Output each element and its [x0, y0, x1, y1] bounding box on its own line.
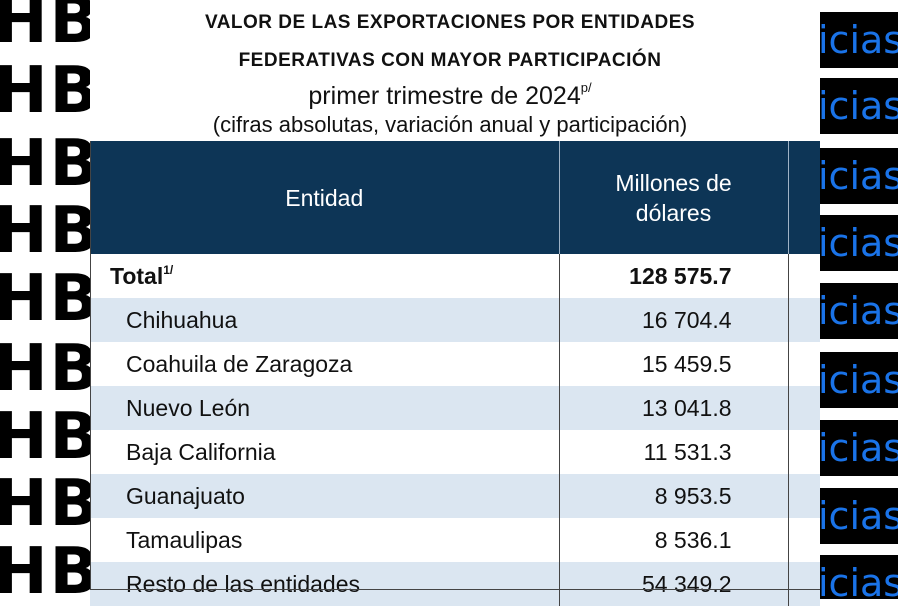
entidad-cell: Baja California — [90, 430, 560, 474]
subtitle: primer trimestre de 2024p/ — [90, 80, 810, 111]
table-row: Baja California 11 531.3 — [90, 430, 820, 474]
watermark-logo: HB — [0, 535, 90, 599]
watermark-logo: HB — [0, 194, 90, 268]
entidad-cell: Resto de las entidades — [90, 562, 560, 606]
table-row-total: Total1/ 128 575.7 — [90, 254, 820, 298]
entidad-cell: Guanajuato — [90, 474, 560, 518]
table-row: Nuevo León 13 041.8 — [90, 386, 820, 430]
entidad-cell: Coahuila de Zaragoza — [90, 342, 560, 386]
extra-cell — [788, 430, 820, 474]
entidad-cell: Tamaulipas — [90, 518, 560, 562]
watermark-logo: HB — [0, 0, 90, 58]
title-line-2: FEDERATIVAS CON MAYOR PARTICIPACIÓN — [238, 50, 662, 71]
header-entidad: Entidad — [90, 141, 560, 254]
subnote: (cifras absolutas, variación anual y par… — [212, 112, 688, 137]
watermark-logo: HB — [0, 400, 90, 474]
value-cell: 15 459.5 — [559, 342, 789, 386]
header-millones-line-1: Millones de — [615, 170, 732, 196]
value-cell: 13 041.8 — [559, 386, 789, 430]
value-cell: 11 531.3 — [559, 430, 789, 474]
watermark-text: icias — [820, 289, 898, 333]
table-row: Coahuila de Zaragoza 15 459.5 — [90, 342, 820, 386]
entidad-cell: Nuevo León — [90, 386, 560, 430]
subtitle-text: primer trimestre de 2024 — [308, 82, 581, 110]
watermark-logo: HB — [0, 127, 90, 201]
watermark-block: icias — [820, 352, 898, 408]
header-millones-line-2: dólares — [635, 200, 712, 226]
table-row: Resto de las entidades 54 349.2 — [90, 562, 820, 606]
exports-table: Entidad Millones de dólares Total1/ 128 … — [90, 141, 820, 606]
watermark-text: icias — [820, 221, 898, 265]
table-row: Guanajuato 8 953.5 — [90, 474, 820, 518]
extra-cell — [788, 298, 820, 342]
header-millones: Millones de dólares — [559, 141, 789, 254]
value-cell: 16 704.4 — [559, 298, 789, 342]
watermark-block: icias — [820, 215, 898, 271]
extra-cell — [788, 562, 820, 606]
watermark-text: icias — [820, 561, 898, 599]
watermark-text: icias — [820, 494, 898, 538]
watermark-block: icias — [820, 12, 898, 68]
entidad-cell: Chihuahua — [90, 298, 560, 342]
value-cell: 54 349.2 — [559, 562, 789, 606]
watermark-block: icias — [820, 420, 898, 476]
watermark-logo: HB — [0, 467, 90, 541]
table-row: Tamaulipas 8 536.1 — [90, 518, 820, 562]
extra-cell — [788, 386, 820, 430]
table-row: Chihuahua 16 704.4 — [90, 298, 820, 342]
watermark-block: icias — [820, 283, 898, 339]
watermark-logo: HB — [0, 54, 90, 128]
watermark-text: icias — [820, 18, 898, 62]
document-page: VALOR DE LAS EXPORTACIONES POR ENTIDADES… — [90, 0, 820, 606]
watermark-block: icias — [820, 488, 898, 544]
table-header-row: Entidad Millones de dólares — [90, 141, 820, 254]
total-superscript: 1/ — [163, 262, 174, 277]
total-label-cell: Total1/ — [90, 254, 560, 298]
right-watermark-strip: icias icias icias icias icias icias icia… — [820, 0, 898, 599]
extra-cell — [788, 474, 820, 518]
extra-cell — [788, 254, 820, 298]
watermark-text: icias — [820, 358, 898, 402]
watermark-text: icias — [820, 154, 898, 198]
watermark-text: icias — [820, 84, 898, 128]
total-value: 128 575.7 — [559, 254, 789, 298]
value-cell: 8 536.1 — [559, 518, 789, 562]
watermark-block: icias — [820, 555, 898, 599]
extra-cell — [788, 518, 820, 562]
watermark-text: icias — [820, 426, 898, 470]
left-watermark-strip: HB HB HB HB HB HB HB HB HB — [0, 0, 90, 599]
watermark-logo: HB — [0, 332, 90, 406]
value-cell: 8 953.5 — [559, 474, 789, 518]
title-line-1: VALOR DE LAS EXPORTACIONES POR ENTIDADES — [204, 12, 696, 33]
subtitle-superscript: p/ — [580, 80, 592, 95]
watermark-logo: HB — [0, 262, 90, 336]
watermark-block: icias — [820, 148, 898, 204]
extra-cell — [788, 342, 820, 386]
watermark-block: icias — [820, 78, 898, 134]
total-label: Total — [110, 262, 164, 289]
header-extra-column — [788, 141, 820, 254]
